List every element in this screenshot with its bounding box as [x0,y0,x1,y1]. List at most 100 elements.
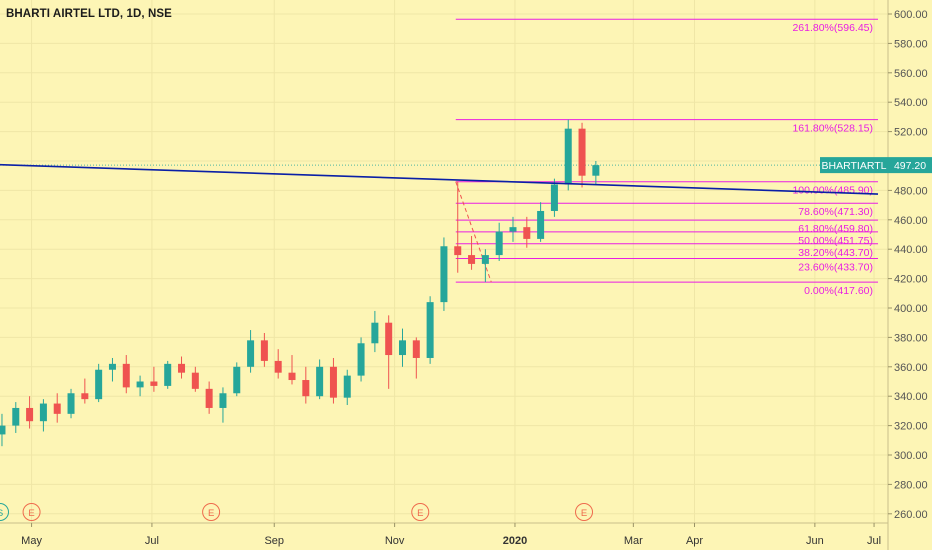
candle-body-down [53,403,61,414]
candle-body-down [122,363,130,388]
candle-body-up [495,231,503,256]
event-letter: E [581,508,587,519]
candle-body-down [205,388,213,408]
candle-body-up [0,425,6,435]
fib-level-label: 78.60%(471.30) [798,206,873,218]
candle-body-down [523,227,531,239]
candle-body-up [108,363,116,370]
price-axis-label: 420.00 [894,274,928,286]
symbol-tag-bg [820,157,888,174]
event-circle [202,503,221,521]
grid-lines [0,0,888,523]
time-axis-label: 2020 [503,535,527,547]
price-axis-label: 340.00 [894,391,928,403]
time-axis-label: Mar [624,535,643,547]
time-axis-label: Jun [806,535,824,547]
fib-level-label: 161.80%(528.15) [792,123,873,135]
trendline [0,163,879,195]
event-circle [0,503,9,521]
price-axis-label: 320.00 [894,421,928,433]
fib-level-label: 261.80%(596.45) [792,22,873,34]
price-axis-label: 440.00 [894,244,928,256]
earnings-event-icon[interactable]: E [411,503,430,521]
last-price-tag-text: 497.20 [894,160,926,172]
candle-body-up [592,165,600,176]
split-event-icon[interactable]: S [0,503,9,521]
candle-body-down [274,360,282,373]
time-axis-label: Jul [145,535,159,547]
last-price-label: BHARTIARTL 497.20 [820,157,932,174]
price-axis-label: 360.00 [894,362,928,374]
fib-level-label: 100.00%(485.90) [792,185,873,197]
chart-title: BHARTI AIRTEL LTD, 1D, NSE [6,8,172,20]
fib-level-label: 61.80%(459.80) [798,223,873,235]
candles [0,119,600,447]
fib-level-label: 0.00%(417.60) [804,285,873,297]
price-axis-label: 380.00 [894,332,928,344]
fib-level-label: 38.20%(443.70) [798,247,873,259]
price-axis-label: 460.00 [894,215,928,227]
candle-body-down [454,246,462,256]
earnings-event-icon[interactable]: E [22,503,41,521]
candle-body-down [302,380,310,397]
candle-body-up [67,393,75,414]
price-axis-label: 540.00 [894,97,928,109]
symbol-tag-text: BHARTIARTL [822,160,887,172]
time-axis-label: Apr [686,535,703,547]
candle-body-down [260,340,268,361]
price-axis-label: 580.00 [894,38,928,50]
time-axis-label: May [21,535,42,547]
fib-level-label: 50.00%(451.75) [798,235,873,247]
candle-body-up [316,366,324,397]
candle-body-down [329,366,337,398]
candle-body-up [564,128,572,185]
earnings-event-icon[interactable]: E [202,503,221,521]
time-axis-label: Jul [867,535,881,547]
candle-body-up [343,375,351,398]
candle-body-up [136,381,144,388]
candle-body-up [509,227,517,232]
candle-body-up [164,363,172,386]
fib-anchor-line [455,181,492,283]
event-circle [411,503,430,521]
event-circle [575,503,594,521]
candle-body-down [468,255,476,264]
candle-body-up [398,340,406,356]
candle-body-up [95,369,103,400]
time-axis-label: Sep [264,535,284,547]
candle-body-up [371,322,379,344]
event-circle [22,503,41,521]
price-axis-label: 300.00 [894,450,928,462]
candle-body-down [288,372,296,381]
candle-body-down [412,340,420,358]
event-letter: E [28,508,34,519]
time-axis: May Jul Sep Nov 2020 Mar Apr Jun Jul [0,522,888,547]
event-markers: SEEEE [0,503,594,521]
candle-body-down [81,393,89,400]
candle-body-up [219,393,227,408]
candle-body-up [233,366,241,394]
candle-body-up [357,343,365,376]
candle-body-down [191,372,199,389]
earnings-event-icon[interactable]: E [575,503,594,521]
candle-body-up [39,403,47,422]
candle-body-down [26,407,34,422]
price-axis-label: 280.00 [894,479,928,491]
candle-body-up [440,246,448,303]
fib-level-label: 23.60%(433.70) [798,261,873,273]
price-axis-label: 260.00 [894,509,928,521]
price-axis-label: 520.00 [894,127,928,139]
time-axis-label: Nov [385,535,405,547]
price-axis-label: 400.00 [894,303,928,315]
price-axis-label: 600.00 [894,9,928,21]
price-axis-label: 560.00 [894,68,928,80]
candle-body-down [150,381,158,386]
candle-body-up [537,210,545,239]
candle-body-down [385,322,393,356]
event-letter: E [417,508,423,519]
candle-body-up [426,302,434,358]
candle-body-up [550,184,558,211]
candle-body-up [247,340,255,367]
